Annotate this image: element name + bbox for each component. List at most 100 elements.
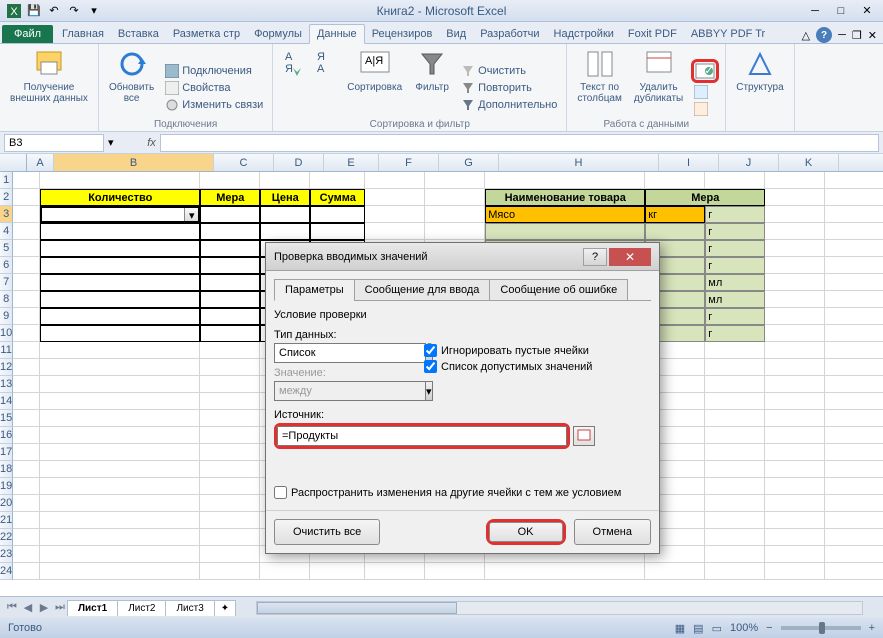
name-box[interactable] — [4, 134, 104, 152]
svg-text:А: А — [285, 51, 293, 63]
external-data-icon — [33, 48, 65, 80]
dialog-tab-error[interactable]: Сообщение об ошибке — [489, 279, 628, 301]
data-validation-button[interactable]: ✓ — [691, 59, 719, 83]
tab-insert[interactable]: Вставка — [111, 25, 166, 43]
col-f[interactable]: F — [379, 154, 439, 171]
zoom-level[interactable]: 100% — [730, 622, 758, 634]
source-input[interactable] — [277, 426, 567, 446]
next-sheet-icon[interactable]: ▶ — [36, 600, 52, 616]
sheet-tab-1[interactable]: Лист1 — [67, 600, 118, 616]
redo-icon[interactable]: ↷ — [66, 3, 82, 19]
col-d[interactable]: D — [274, 154, 324, 171]
advanced-filter-button[interactable]: Дополнительно — [458, 97, 560, 113]
doc-close-icon[interactable]: ✕ — [868, 29, 877, 42]
prev-sheet-icon[interactable]: ◀ — [20, 600, 36, 616]
properties-button[interactable]: Свойства — [162, 80, 266, 96]
col-i[interactable]: I — [659, 154, 719, 171]
ribbon: Получение внешних данных Обновить все По… — [0, 44, 883, 132]
select-all-corner[interactable] — [0, 154, 27, 171]
tab-foxit[interactable]: Foxit PDF — [621, 25, 684, 43]
col-b[interactable]: B — [54, 154, 214, 171]
undo-icon[interactable]: ↶ — [46, 3, 62, 19]
qat-more-icon[interactable]: ▾ — [86, 3, 102, 19]
excel-icon[interactable]: X — [6, 3, 22, 19]
data-validation-dialog: Проверка вводимых значений ? ✕ Параметры… — [265, 242, 660, 554]
clear-all-button[interactable]: Очистить все — [274, 519, 380, 545]
col-e[interactable]: E — [324, 154, 379, 171]
svg-text:X: X — [10, 6, 18, 18]
last-sheet-icon[interactable]: ⏭ — [52, 600, 68, 616]
view-layout-icon[interactable]: ▤ — [693, 622, 703, 635]
tab-view[interactable]: Вид — [439, 25, 473, 43]
dialog-tab-input[interactable]: Сообщение для ввода — [354, 279, 491, 301]
col-k[interactable]: K — [779, 154, 839, 171]
save-icon[interactable]: 💾 — [26, 3, 42, 19]
svg-text:Я: Я — [317, 51, 325, 63]
zoom-slider[interactable] — [781, 626, 861, 630]
formula-bar-row: ▾ fx — [0, 132, 883, 154]
spread-check[interactable]: Распространить изменения на другие ячейк… — [274, 486, 651, 499]
clear-filter-button[interactable]: Очистить — [458, 63, 560, 79]
close-icon[interactable]: ✕ — [855, 3, 879, 19]
minimize-icon[interactable]: ─ — [803, 3, 827, 19]
formula-bar[interactable] — [160, 134, 879, 152]
remove-dupes-button[interactable]: Удалить дубликаты — [630, 46, 687, 129]
col-h[interactable]: H — [499, 154, 659, 171]
refresh-button[interactable]: Обновить все — [105, 46, 158, 129]
tab-abbyy[interactable]: ABBYY PDF Tr — [684, 25, 772, 43]
outline-button[interactable]: Структура — [732, 46, 787, 129]
tab-home[interactable]: Главная — [55, 25, 111, 43]
sheet-tab-2[interactable]: Лист2 — [117, 600, 166, 616]
tab-developer[interactable]: Разработчи — [473, 25, 546, 43]
col-a[interactable]: A — [27, 154, 54, 171]
first-sheet-icon[interactable]: ⏮ — [4, 600, 20, 616]
filter-button[interactable]: Фильтр — [410, 46, 454, 129]
fx-icon[interactable]: fx — [144, 137, 160, 149]
ribbon-minimize-icon[interactable]: △ — [802, 29, 810, 42]
edit-links-button[interactable]: Изменить связи — [162, 97, 266, 113]
value-combo — [274, 381, 426, 401]
tab-data[interactable]: Данные — [309, 24, 365, 44]
col-c[interactable]: C — [214, 154, 274, 171]
ignore-blank-check[interactable]: Игнорировать пустые ячейки — [424, 344, 592, 357]
maximize-icon[interactable]: □ — [829, 3, 853, 19]
zoom-in-icon[interactable]: + — [869, 622, 875, 634]
tab-file[interactable]: Файл — [2, 25, 53, 43]
dialog-tab-params[interactable]: Параметры — [274, 279, 355, 301]
in-cell-dropdown-check[interactable]: Список допустимых значений — [424, 360, 592, 373]
ok-button[interactable]: OK — [489, 522, 563, 542]
tab-review[interactable]: Рецензиров — [365, 25, 440, 43]
new-sheet-button[interactable]: ✦ — [214, 600, 236, 616]
dialog-help-icon[interactable]: ? — [583, 248, 607, 266]
view-break-icon[interactable]: ▭ — [712, 622, 722, 635]
sort-button[interactable]: А|Я Сортировка — [343, 46, 406, 129]
tab-formulas[interactable]: Формулы — [247, 25, 309, 43]
help-icon[interactable]: ? — [816, 27, 832, 43]
ribbon-tabs: Файл Главная Вставка Разметка стр Формул… — [0, 22, 883, 44]
view-normal-icon[interactable]: ▦ — [675, 622, 685, 635]
zoom-out-icon[interactable]: − — [766, 622, 772, 634]
external-data-button[interactable]: Получение внешних данных — [6, 46, 92, 129]
dialog-close-icon[interactable]: ✕ — [609, 248, 651, 266]
consolidate-button[interactable] — [691, 84, 719, 100]
reapply-button[interactable]: Повторить — [458, 80, 560, 96]
tab-layout[interactable]: Разметка стр — [166, 25, 247, 43]
column-headers: A B C D E F G H I J K — [0, 154, 883, 172]
connections-button[interactable]: Подключения — [162, 63, 266, 79]
sort-za-button[interactable]: ЯА — [311, 46, 339, 129]
doc-restore-icon[interactable]: ❐ — [852, 29, 862, 42]
sort-az-button[interactable]: АЯ — [279, 46, 307, 129]
text-columns-button[interactable]: Текст по столбцам — [573, 46, 626, 129]
source-range-icon[interactable] — [573, 426, 595, 446]
tab-addins[interactable]: Надстройки — [547, 25, 621, 43]
hscroll[interactable] — [256, 601, 863, 615]
col-g[interactable]: G — [439, 154, 499, 171]
type-combo[interactable] — [274, 343, 426, 363]
doc-minimize-icon[interactable]: ─ — [838, 29, 846, 41]
col-j[interactable]: J — [719, 154, 779, 171]
whatif-button[interactable] — [691, 101, 719, 117]
sheet-tab-3[interactable]: Лист3 — [165, 600, 214, 616]
svg-text:А|Я: А|Я — [365, 55, 383, 67]
cancel-button[interactable]: Отмена — [574, 519, 651, 545]
namebox-dropdown-icon[interactable]: ▾ — [108, 136, 114, 149]
